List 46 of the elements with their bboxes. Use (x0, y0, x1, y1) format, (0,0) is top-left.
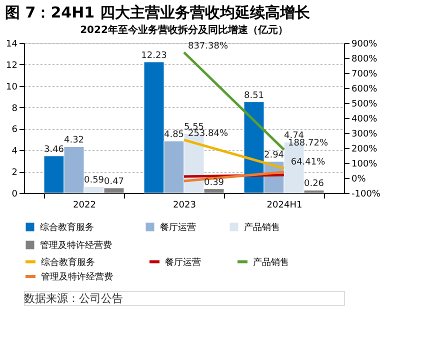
y-tick-label: 12 (6, 60, 18, 71)
x-tick-label: 2022 (73, 200, 96, 210)
legend-label: 管理及特许经营费 (41, 272, 113, 282)
y2-tick-label: 400% (352, 114, 378, 124)
y2-tick-label: 500% (352, 100, 378, 110)
y-tick-label: 6 (12, 125, 18, 136)
y-tick-label: 4 (12, 146, 18, 157)
y-tick-label: 10 (6, 82, 18, 92)
y-tick-label: 8 (12, 104, 18, 114)
legend-label: 产品销售 (253, 256, 289, 268)
data-label: 4.32 (64, 136, 84, 146)
data-label: 837.38% (188, 41, 228, 52)
data-label: 12.23 (141, 50, 167, 61)
y2-tick-label: 700% (352, 70, 378, 80)
data-label: 253.84% (188, 128, 228, 139)
y2-tick-label: 0% (352, 174, 366, 184)
data-label: 2.94 (264, 150, 284, 160)
chart-title: 图 7：24H1 四大主营业务营收均延续高增长 (5, 4, 311, 22)
x-tick-label: 2024H1 (266, 200, 302, 210)
y2-tick-label: 900% (352, 40, 378, 50)
y-tick-label: 2 (12, 168, 18, 178)
legend-label: 综合教育服务 (41, 256, 95, 268)
legend-label: 产品销售 (244, 222, 280, 233)
data-label: 8.51 (244, 90, 264, 101)
data-label: 0.39 (204, 178, 224, 188)
source-note: 数据来源：公司公告 (24, 292, 123, 305)
legend-label: 餐厅运营 (160, 222, 196, 233)
legend-label: 餐厅运营 (165, 256, 201, 268)
data-label: 0.47 (104, 176, 124, 187)
y2-tick-label: 300% (352, 130, 378, 140)
data-label: 64.41% (290, 157, 326, 168)
data-label: 3.46 (44, 144, 64, 155)
legend-label: 管理及特许经营费 (40, 240, 112, 251)
data-label: 0.26 (304, 179, 324, 190)
y2-tick-label: 800% (352, 54, 378, 64)
y-tick-label: 0 (12, 190, 18, 200)
chart-subtitle: 2022年至今业务营收拆分及同比增速（亿元） (80, 24, 288, 36)
y2-tick-label: -100% (352, 190, 381, 200)
x-tick-label: 2023 (173, 200, 196, 210)
y-tick-label: 14 (6, 40, 18, 50)
y2-tick-label: 600% (352, 84, 378, 94)
y2-tick-label: 200% (352, 144, 378, 154)
y2-tick-label: 100% (352, 160, 378, 170)
data-label: 0.59 (84, 176, 104, 186)
data-label: 4.85 (164, 130, 184, 140)
legend-label: 综合教育服务 (40, 222, 94, 233)
